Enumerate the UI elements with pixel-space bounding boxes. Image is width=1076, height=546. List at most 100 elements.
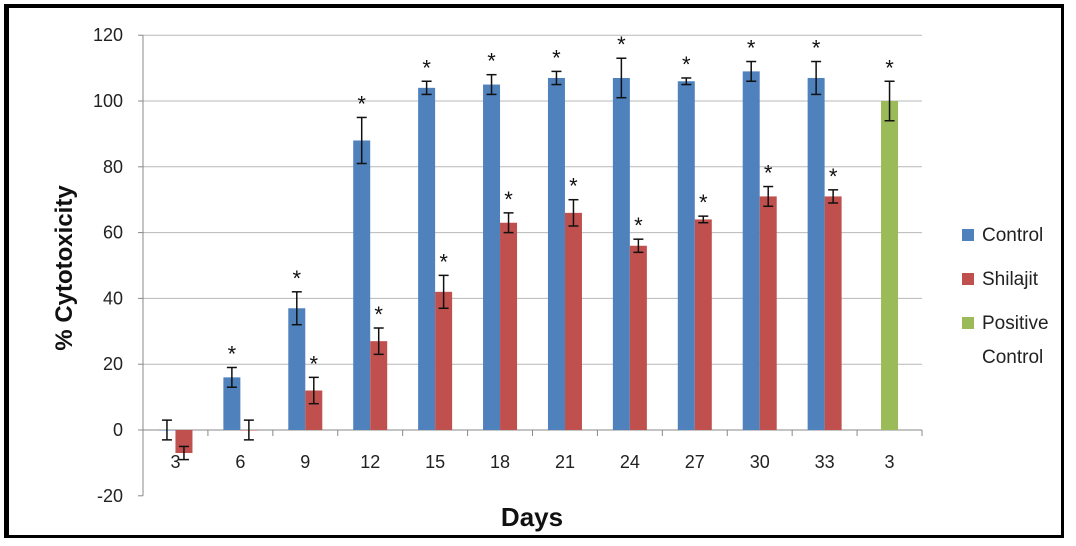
bar-control [288,308,306,430]
legend-item: Shilajit [962,269,1039,290]
error-bar [421,80,432,96]
significance-star: * [357,91,366,116]
significance-star: * [293,266,302,291]
bar-shilajit [370,341,388,430]
error-bar [178,445,189,461]
legend-item: Positive Control [962,313,1049,368]
significance-star: * [699,190,708,215]
x-tick-label: 9 [300,452,310,472]
error-bar [356,116,367,165]
x-tick-label: 33 [815,452,835,472]
bar-shilajit [435,291,453,430]
legend-item: Control [962,225,1043,246]
significance-star: * [764,161,773,186]
significance-star: * [487,49,496,74]
significance-star: * [885,55,894,80]
legend: Control Shilajit Positive Control [962,225,1049,368]
bar-shilajit [694,219,712,430]
legend-label: Shilajit [982,269,1039,290]
bar-shilajit [305,390,323,430]
x-tick-label: 21 [555,452,575,472]
x-tick-label: 6 [235,452,245,472]
significance-star: * [422,55,431,80]
x-tick-label: 18 [490,452,510,472]
significance-star: * [682,52,691,77]
error-bar [243,419,254,441]
error-bar [811,60,822,96]
significance-star: * [617,32,626,57]
error-bar [486,73,497,96]
significance-star: * [829,164,838,189]
bar-shilajit [175,430,193,454]
y-tick-label: 20 [103,354,123,374]
x-tick-label: 3 [170,452,180,472]
y-tick-label: 100 [93,91,123,111]
x-tick-label: 15 [425,452,445,472]
bar-shilajit [629,245,647,430]
bar-control [742,71,760,430]
legend-label: Positive [982,313,1049,334]
bar-shilajit [824,196,842,430]
significance-star: * [310,351,319,376]
bar-control [677,81,695,430]
x-tick-label: 24 [620,452,640,472]
error-bar [161,419,172,441]
bar-shilajit [759,196,777,430]
significance-star: * [504,187,513,212]
error-bar [308,376,319,405]
legend-swatch [962,229,974,241]
legend-swatch [962,273,974,285]
bar-control [807,77,825,430]
error-bar [291,291,302,326]
error-bar [373,327,384,356]
error-bar [884,80,895,122]
significance-star: * [374,302,383,327]
bar-control [223,377,241,430]
y-tick-label: 40 [103,288,123,308]
error-bar [828,189,839,204]
bar-shilajit [500,222,518,430]
bars: * * * * * * * * * * * * * * * * * * * * [158,32,899,461]
bar-positive-control [881,101,899,430]
error-bar [698,215,709,224]
x-tick-label: 30 [750,452,770,472]
bar-shilajit [564,212,582,430]
error-bar [438,274,449,310]
error-bar [226,366,237,388]
significance-star: * [812,36,821,61]
error-bar [746,60,757,83]
bar-control [353,140,371,431]
x-tick-label: 12 [360,452,380,472]
bar-control [418,87,436,430]
significance-star: * [439,249,448,274]
y-tick-label: 80 [103,157,123,177]
bar-control [483,84,501,431]
error-bar [568,198,579,227]
error-bar [633,238,644,254]
y-tick-label: 60 [103,223,123,243]
x-axis-title: Days [501,502,563,532]
legend-label: Control [982,225,1043,246]
significance-star: * [747,36,756,61]
significance-star: * [552,45,561,70]
error-bar [681,77,692,86]
error-bar [551,70,562,86]
y-tick-label: 120 [93,25,123,45]
legend-swatch [962,317,974,329]
legend-label: Control [982,347,1043,368]
error-bar [503,212,514,234]
bar-control [547,77,565,430]
gridlines [138,34,923,497]
bar-control [612,77,630,430]
y-tick-label: -20 [97,486,123,506]
error-bar [763,185,774,208]
error-bar [616,57,627,99]
significance-star: * [228,341,237,366]
x-tick-label: 3 [885,452,895,472]
y-tick-label: 0 [113,420,123,440]
significance-star: * [569,174,578,199]
significance-star: * [634,213,643,238]
y-axis-title: % Cytotoxicity [51,185,78,351]
x-tick-label: 27 [685,452,705,472]
